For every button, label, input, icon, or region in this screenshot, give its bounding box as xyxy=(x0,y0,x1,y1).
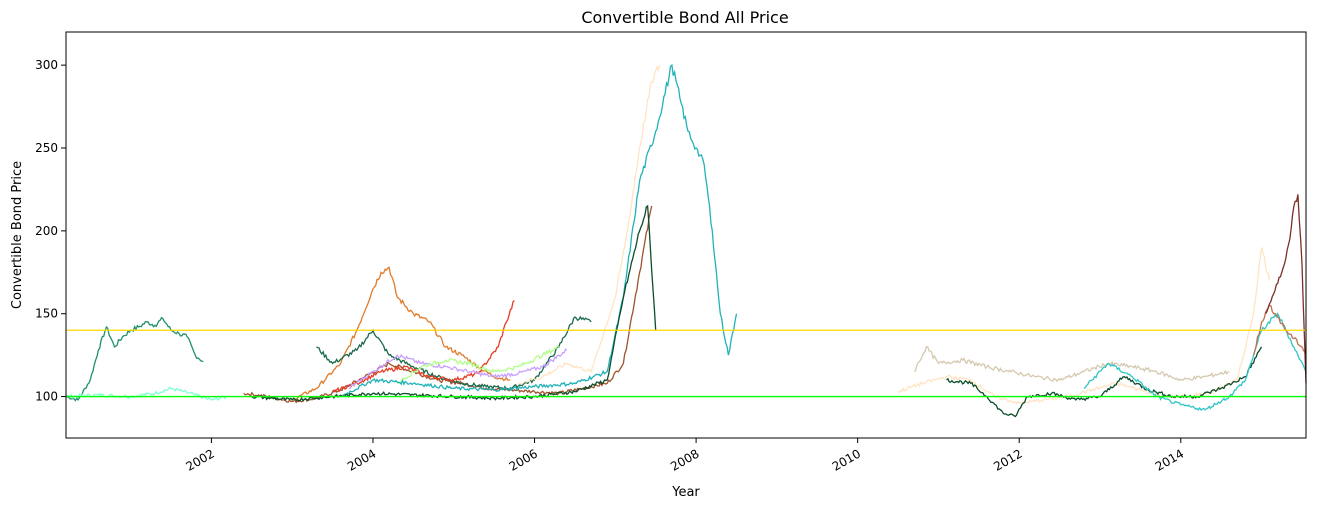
series-line-7 xyxy=(397,344,560,385)
series-line-9 xyxy=(340,63,738,398)
series-line-5 xyxy=(332,300,515,393)
x-tick-label: 2010 xyxy=(830,446,863,473)
series-line-6 xyxy=(348,348,568,390)
series-line-14 xyxy=(1083,312,1307,411)
series-line-10 xyxy=(251,204,657,402)
series-line-16 xyxy=(1265,194,1307,384)
x-tick-label: 2014 xyxy=(1153,446,1186,473)
plot-lines xyxy=(65,63,1307,418)
x-tick-label: 2002 xyxy=(183,446,216,473)
y-tick-label: 300 xyxy=(35,58,58,72)
x-tick-label: 2012 xyxy=(991,446,1024,473)
x-tick-label: 2006 xyxy=(507,446,540,473)
x-axis-ticks: 2002 2004 2006 2008 2010 2012 2014 xyxy=(183,438,1186,474)
series-line-15 xyxy=(1252,304,1307,356)
y-tick-label: 150 xyxy=(35,307,58,321)
y-axis-ticks: 100 150 200 250 300 xyxy=(35,58,66,404)
chart-title: Convertible Bond All Price xyxy=(581,8,788,27)
series-line-13 xyxy=(946,346,1263,418)
series-line-11 xyxy=(913,345,1230,383)
y-tick-label: 200 xyxy=(35,224,58,238)
x-axis-label: Year xyxy=(671,485,700,500)
reference-lines xyxy=(66,329,1306,398)
y-tick-label: 250 xyxy=(35,141,58,155)
series-line-12 xyxy=(897,247,1271,405)
y-axis-label: Convertible Bond Price xyxy=(10,161,25,309)
series-line-2 xyxy=(243,205,653,404)
x-tick-label: 2008 xyxy=(668,446,701,473)
series-line-8 xyxy=(518,64,661,385)
x-tick-label: 2004 xyxy=(345,446,378,473)
plot-frame xyxy=(65,31,1307,439)
series-line-1 xyxy=(65,386,228,401)
series-line-0 xyxy=(65,316,204,402)
y-tick-label: 100 xyxy=(35,390,58,404)
